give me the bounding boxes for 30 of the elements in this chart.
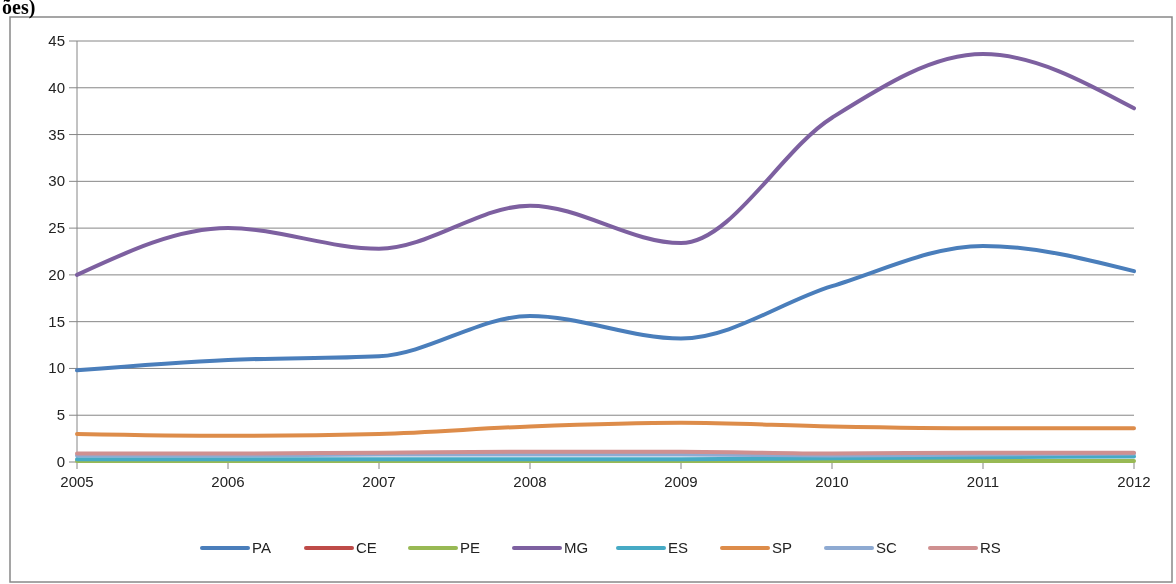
x-tick-label: 2011 xyxy=(966,473,1000,490)
x-tick-label: 2010 xyxy=(815,473,849,490)
line-series xyxy=(75,243,1136,373)
legend-label: CE xyxy=(356,539,377,556)
y-tick-label: 35 xyxy=(48,125,65,143)
y-tick-label: 10 xyxy=(48,359,65,377)
y-tick-label: 40 xyxy=(48,78,65,96)
legend-label: SP xyxy=(772,539,793,556)
y-tick-label: 0 xyxy=(56,453,65,470)
legend-label: PE xyxy=(460,539,481,556)
y-tick-label: 20 xyxy=(48,265,65,283)
legend-label: SC xyxy=(876,539,897,556)
legend-label: ES xyxy=(668,539,689,556)
line-series xyxy=(75,420,1136,438)
y-tick-label: 45 xyxy=(48,32,65,49)
y-tick-label: 15 xyxy=(48,312,65,330)
legend-label: MG xyxy=(564,539,589,556)
y-tick-label: 5 xyxy=(56,406,65,424)
x-tick-label: 2009 xyxy=(664,473,698,490)
line-series xyxy=(75,52,1136,277)
x-tick-label: 2007 xyxy=(362,473,396,490)
x-tick-label: 2006 xyxy=(211,473,245,490)
x-tick-label: 2005 xyxy=(60,473,94,490)
legend-label: RS xyxy=(980,539,1001,556)
x-tick-label: 2008 xyxy=(513,473,547,490)
chart-title: ões) xyxy=(2,0,36,19)
y-tick-label: 25 xyxy=(48,219,65,237)
legend-label: PA xyxy=(252,539,271,556)
x-tick-label: 2012 xyxy=(1117,473,1151,490)
y-tick-label: 30 xyxy=(48,172,65,190)
